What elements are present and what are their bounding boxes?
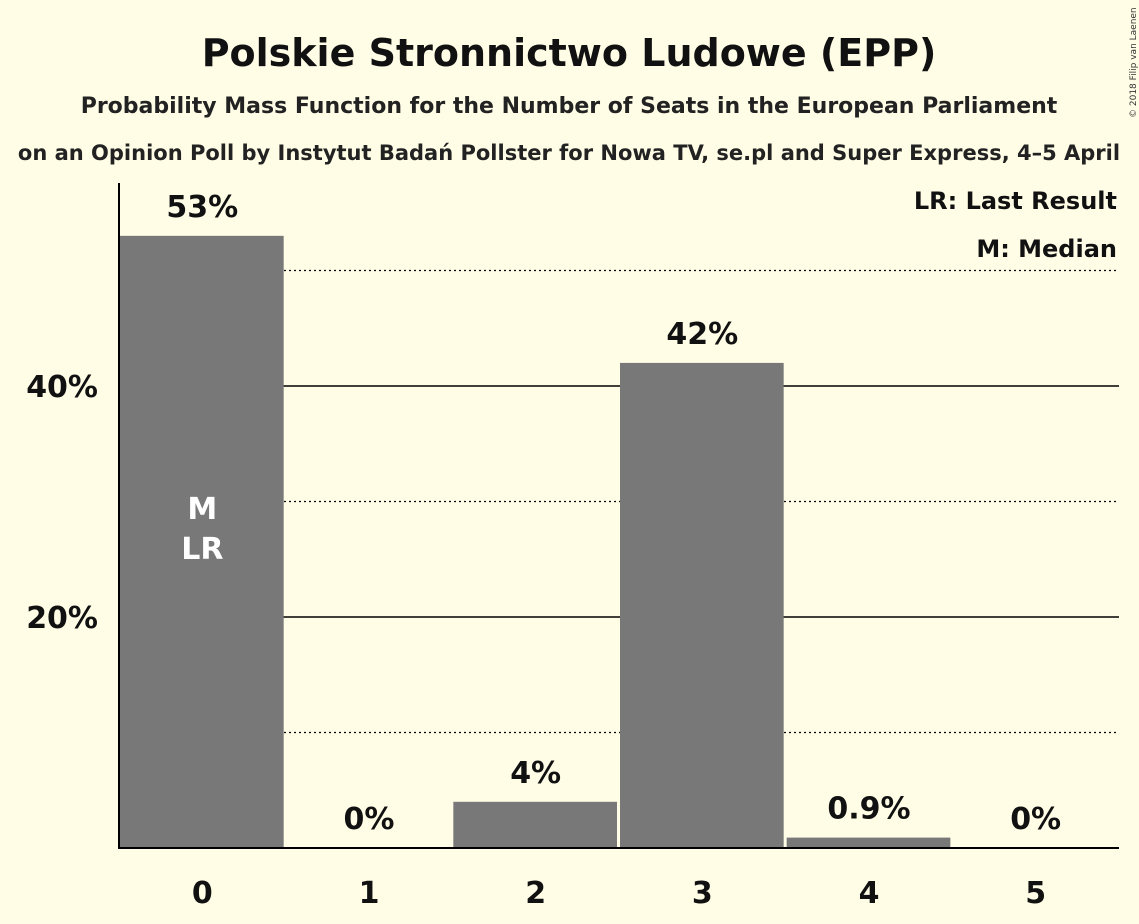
- bar: [620, 362, 784, 848]
- bar-data-label: 0%: [1010, 802, 1061, 837]
- bars: [120, 235, 951, 849]
- legend-last-result: LR: Last Result: [914, 187, 1117, 215]
- x-tick-label: 4: [859, 876, 880, 911]
- x-tick-label: 0: [192, 876, 213, 911]
- x-tick-label: 5: [1025, 876, 1046, 911]
- x-tick-label: 1: [359, 876, 380, 911]
- copyright-note: © 2018 Filip van Laenen: [1129, 7, 1139, 118]
- gridlines: [119, 269, 1119, 734]
- y-tick-label: 20%: [26, 601, 98, 636]
- x-tick-label: 3: [692, 876, 713, 911]
- chart-subtitle: Probability Mass Function for the Number…: [81, 94, 1058, 119]
- chart-subtitle-poll: on an Opinion Poll by Instytut Badań Pol…: [18, 141, 1120, 165]
- chart-title: Polskie Stronnictwo Ludowe (EPP): [202, 31, 937, 75]
- median-marker: M: [187, 492, 217, 527]
- y-tick-label: 40%: [26, 370, 98, 405]
- bar-data-label: 0%: [344, 802, 395, 837]
- bar-data-label: 42%: [666, 317, 738, 352]
- legend-median: M: Median: [976, 235, 1117, 263]
- x-tick-label: 2: [525, 876, 546, 911]
- bar-data-label: 0.9%: [827, 792, 910, 827]
- bar: [786, 837, 951, 848]
- bar: [453, 801, 617, 848]
- bar-data-label: 4%: [510, 756, 561, 791]
- bar: [120, 235, 284, 849]
- bar-data-label: 53%: [166, 190, 238, 225]
- last-result-marker: LR: [181, 532, 223, 567]
